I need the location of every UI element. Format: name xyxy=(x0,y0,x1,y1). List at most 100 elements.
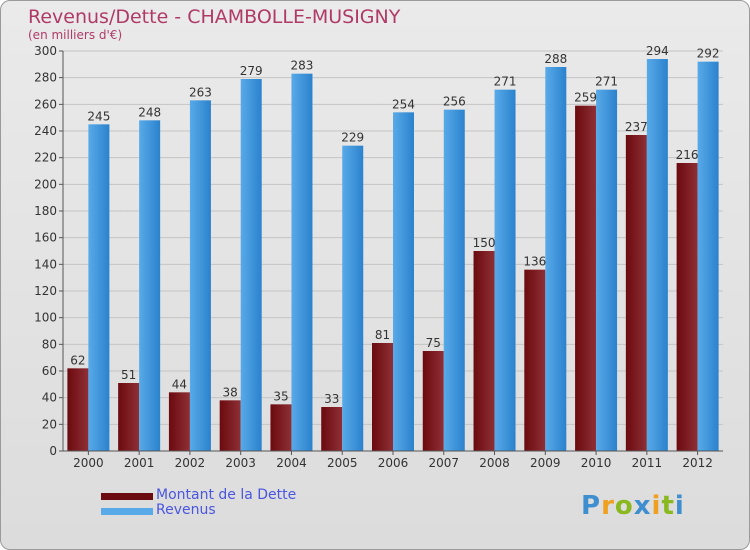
bar-revenus xyxy=(291,73,313,452)
bar-dette xyxy=(118,383,140,451)
bar-dette xyxy=(625,135,647,451)
legend-label-revenus: Revenus xyxy=(156,502,216,518)
y-tick-label: 0 xyxy=(49,444,57,458)
logo-letter: i xyxy=(674,491,685,521)
bar-revenus xyxy=(393,112,414,451)
data-label-dette: 51 xyxy=(121,368,136,382)
data-label-dette: 75 xyxy=(426,336,441,350)
data-label-revenus: 248 xyxy=(138,105,161,119)
y-tick-label: 60 xyxy=(42,364,57,378)
logo-letter: x xyxy=(633,491,652,521)
data-label-dette: 44 xyxy=(172,377,187,391)
data-label-dette: 136 xyxy=(523,255,546,269)
x-tick-label: 2009 xyxy=(530,456,561,470)
y-tick-label: 200 xyxy=(34,177,57,191)
data-label-dette: 259 xyxy=(574,91,597,105)
bars xyxy=(67,59,719,452)
logo-letter: t xyxy=(661,491,675,521)
chart-subtitle: (en milliers d'€) xyxy=(28,28,123,42)
x-tick-label: 2008 xyxy=(479,456,510,470)
bar-dette xyxy=(473,251,495,451)
data-label-dette: 237 xyxy=(625,120,648,134)
data-label-revenus: 254 xyxy=(392,97,415,111)
bar-revenus xyxy=(189,100,211,451)
data-label-revenus: 283 xyxy=(291,59,314,73)
data-label-revenus: 288 xyxy=(544,52,567,66)
logo-letter: P xyxy=(581,491,602,521)
bar-dette xyxy=(270,404,292,451)
x-tick-label: 2007 xyxy=(428,456,459,470)
data-label-revenus: 245 xyxy=(87,109,110,123)
proxiti-logo: Proxiti xyxy=(581,491,685,521)
y-tick-label: 180 xyxy=(34,204,57,218)
data-label-dette: 35 xyxy=(273,389,288,403)
bar-dette xyxy=(67,368,89,451)
x-tick-label: 2011 xyxy=(632,456,663,470)
legend-label-dette: Montant de la Dette xyxy=(156,487,297,503)
y-tick-label: 240 xyxy=(34,124,57,138)
bar-revenus xyxy=(240,79,262,451)
data-labels: 62 245 51 248 44 263 38 279 35 283 33 229 81 254 75 256… xyxy=(70,44,719,406)
legend-swatch-revenus xyxy=(101,508,153,515)
data-label-revenus: 263 xyxy=(189,85,212,99)
y-tick-label: 120 xyxy=(34,284,57,298)
bar-revenus xyxy=(88,124,110,451)
bar-dette xyxy=(524,269,546,451)
logo-letter: o xyxy=(614,491,634,521)
x-tick-label: 2012 xyxy=(682,456,713,470)
y-tick-label: 260 xyxy=(34,97,57,111)
data-label-dette: 81 xyxy=(375,328,390,342)
x-tick-label: 2005 xyxy=(327,456,358,470)
legend-swatch-dette xyxy=(101,493,153,500)
bar-dette xyxy=(676,163,698,451)
y-tick-label: 80 xyxy=(42,337,57,351)
y-tick-label: 40 xyxy=(42,391,57,405)
x-tick-label: 2006 xyxy=(378,456,409,470)
bar-revenus xyxy=(139,120,161,451)
data-label-dette: 150 xyxy=(473,236,496,250)
data-label-revenus: 271 xyxy=(595,75,618,89)
data-label-revenus: 229 xyxy=(341,131,364,145)
y-tick-label: 300 xyxy=(34,44,57,58)
bar-revenus xyxy=(443,109,465,452)
data-label-revenus: 294 xyxy=(646,44,669,58)
y-tick-label: 280 xyxy=(34,71,57,85)
bar-revenus xyxy=(646,59,668,451)
logo-letter: r xyxy=(601,491,615,521)
chart-title: Revenus/Dette - CHAMBOLLE-MUSIGNY xyxy=(28,6,401,28)
data-label-revenus: 271 xyxy=(494,75,517,89)
logo-letter: i xyxy=(651,491,662,521)
bar-dette xyxy=(168,392,190,451)
bar-dette xyxy=(219,400,241,451)
bar-dette xyxy=(372,343,393,451)
data-label-revenus: 279 xyxy=(240,64,263,78)
x-tick-label: 2000 xyxy=(73,456,104,470)
data-label-dette: 38 xyxy=(223,385,238,399)
bar-dette xyxy=(321,407,343,451)
x-tick-label: 2001 xyxy=(124,456,155,470)
bar-revenus xyxy=(494,89,516,452)
data-label-revenus: 292 xyxy=(697,47,720,61)
x-tick-label: 2004 xyxy=(276,456,307,470)
y-tick-label: 100 xyxy=(34,311,57,325)
data-label-dette: 216 xyxy=(676,148,699,162)
y-tick-label: 160 xyxy=(34,231,57,245)
y-tick-label: 220 xyxy=(34,151,57,165)
x-tick-label: 2010 xyxy=(581,456,612,470)
bar-revenus xyxy=(545,67,567,451)
bar-dette xyxy=(422,351,444,451)
axes: 0 20 40 60 80 100 120 140 160 180 200 220 240 260 280 3… xyxy=(34,44,723,470)
bar-revenus xyxy=(342,145,364,451)
data-label-dette: 33 xyxy=(324,392,339,406)
y-tick-label: 140 xyxy=(34,257,57,271)
bar-revenus xyxy=(697,61,719,452)
data-label-dette: 62 xyxy=(70,353,85,367)
bar-dette xyxy=(575,105,597,452)
x-tick-label: 2003 xyxy=(225,456,256,470)
data-label-revenus: 256 xyxy=(443,95,466,109)
bar-revenus xyxy=(596,89,618,452)
y-tick-label: 20 xyxy=(42,417,57,431)
x-tick-label: 2002 xyxy=(175,456,206,470)
